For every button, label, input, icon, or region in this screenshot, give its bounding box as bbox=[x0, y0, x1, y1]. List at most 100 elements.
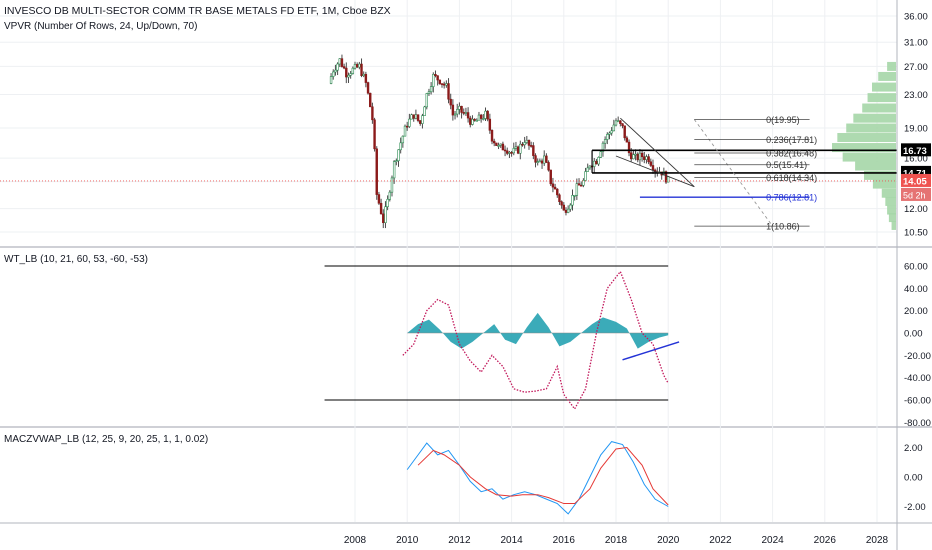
candle-up bbox=[471, 118, 474, 125]
candle-down bbox=[501, 143, 505, 151]
candle-up bbox=[571, 195, 574, 206]
candle-down bbox=[506, 150, 509, 154]
candle-up bbox=[432, 74, 435, 87]
candle-up bbox=[349, 73, 352, 76]
candle-up bbox=[392, 161, 396, 179]
last-price-badge-bg bbox=[901, 173, 931, 187]
candle-down bbox=[625, 137, 629, 143]
candle-down bbox=[532, 145, 535, 156]
candle-up bbox=[606, 134, 609, 140]
candle-up bbox=[666, 176, 670, 183]
candle-up bbox=[329, 76, 333, 84]
candle-up bbox=[599, 151, 602, 158]
candle-down bbox=[434, 74, 437, 77]
countdown-badge-bg bbox=[901, 187, 931, 201]
candle-up bbox=[397, 149, 400, 162]
volume-profile-bar bbox=[864, 170, 896, 180]
x-tick-label: 2022 bbox=[709, 535, 732, 546]
signal-line bbox=[417, 446, 669, 506]
candle-up bbox=[616, 120, 620, 123]
candle-down bbox=[366, 82, 370, 94]
candle-up bbox=[427, 91, 431, 94]
fib-level-label: 0.236(17.81) bbox=[766, 135, 817, 145]
candle-down bbox=[364, 73, 368, 83]
wedge-upper-line bbox=[620, 117, 695, 187]
y-tick-label: 16.00 bbox=[904, 154, 928, 165]
volume-profile bbox=[832, 61, 896, 230]
candle-down bbox=[510, 152, 513, 154]
fib-level-label: 0.786(12.81) bbox=[766, 193, 817, 203]
macd-indicator-label[interactable]: MACZVWAP_LB (12, 25, 9, 20, 25, 1, 1, 0.… bbox=[4, 434, 209, 445]
candle-down bbox=[490, 130, 494, 142]
candle-up bbox=[458, 105, 461, 110]
candle-down bbox=[527, 139, 531, 146]
candle-up bbox=[512, 148, 515, 154]
candle-up bbox=[575, 183, 579, 196]
upper-level-badge: 16.73 bbox=[903, 146, 927, 157]
candle-down bbox=[469, 117, 472, 125]
candle-down bbox=[562, 204, 566, 211]
vpvr-indicator-label[interactable]: VPVR (Number Of Rows, 24, Up/Down, 70) bbox=[4, 21, 198, 32]
candle-up bbox=[645, 156, 648, 160]
candle-down bbox=[623, 125, 626, 139]
volume-profile-bar bbox=[862, 103, 896, 113]
candle-down bbox=[373, 119, 376, 150]
candle-down bbox=[553, 186, 557, 190]
volume-profile-bar bbox=[872, 82, 896, 92]
candle-down bbox=[447, 83, 450, 100]
candle-up bbox=[395, 160, 398, 163]
candle-up bbox=[421, 115, 424, 124]
fib-level-label: 0.382(16.48) bbox=[766, 148, 817, 158]
candle-down bbox=[371, 106, 374, 121]
candle-down bbox=[664, 171, 668, 183]
candle-up bbox=[475, 119, 478, 122]
price-axis: 2008 2010 2012 2014 2016 2018 2020 2022 2024 2026… bbox=[344, 0, 931, 550]
mac-y-tick-label: 2.00 bbox=[904, 443, 923, 454]
x-tick-label: 2028 bbox=[866, 535, 889, 546]
fib-level-label: 0.5(15.41) bbox=[766, 160, 807, 170]
candle-up bbox=[612, 124, 616, 132]
candle-down bbox=[449, 98, 452, 106]
volume-profile-bar bbox=[878, 71, 896, 81]
mac-y-tick-label: 0.00 bbox=[904, 473, 923, 484]
candle-up bbox=[358, 63, 361, 68]
candle-down bbox=[342, 66, 346, 69]
candle-down bbox=[405, 125, 409, 128]
candle-up bbox=[362, 73, 365, 76]
candle-down bbox=[340, 58, 344, 67]
candle-up bbox=[523, 142, 526, 146]
candlestick-series bbox=[329, 54, 670, 229]
candle-up bbox=[588, 165, 592, 169]
candle-down bbox=[438, 79, 442, 84]
candle-down bbox=[492, 140, 496, 144]
candle-up bbox=[536, 161, 539, 163]
candle-up bbox=[334, 69, 337, 73]
candle-up bbox=[429, 86, 433, 93]
volume-profile-bar bbox=[867, 93, 896, 103]
chart-title: INVESCO DB MULTI-SECTOR COMM TR BASE MET… bbox=[4, 5, 391, 17]
candle-down bbox=[488, 118, 492, 131]
candle-up bbox=[386, 198, 389, 208]
volume-profile-bar bbox=[887, 205, 896, 215]
candle-up bbox=[401, 135, 405, 144]
volume-profile-bar bbox=[872, 179, 896, 189]
candle-up bbox=[351, 67, 355, 74]
candle-down bbox=[529, 145, 533, 147]
wt-y-tick-label: 0.00 bbox=[904, 329, 923, 340]
candle-down bbox=[636, 153, 639, 161]
candle-up bbox=[384, 206, 387, 224]
candle-down bbox=[549, 169, 552, 185]
wt-indicator-label[interactable]: WT_LB (10, 21, 60, 53, -60, -53) bbox=[4, 254, 148, 265]
candle-down bbox=[360, 63, 363, 76]
candle-down bbox=[451, 104, 455, 116]
candle-down bbox=[577, 183, 581, 186]
countdown-badge: 5d 2h bbox=[903, 190, 926, 200]
drawing-overlays: 0(19.95) 0.236(17.81) 0.382(16.48) 0.5(15.4… bbox=[0, 115, 897, 232]
candle-down bbox=[556, 188, 559, 196]
wt-y-tick-label: -80.00 bbox=[904, 418, 931, 429]
candle-up bbox=[453, 113, 457, 116]
candle-down bbox=[503, 149, 507, 152]
candle-down bbox=[619, 120, 622, 124]
wt-y-tick-label: -60.00 bbox=[904, 396, 931, 407]
